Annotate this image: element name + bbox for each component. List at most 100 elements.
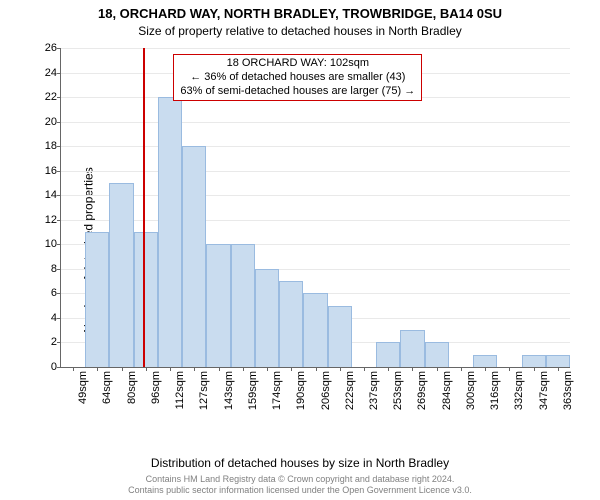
x-tick-label: 96sqm [150,371,162,404]
x-tick-mark [461,367,462,371]
y-tick-label: 0 [51,361,57,373]
x-tick-label: 174sqm [271,371,283,410]
histogram-bar [134,232,158,367]
x-tick-mark [97,367,98,371]
x-tick-label: 64sqm [101,371,113,404]
y-tick-label: 20 [45,116,57,128]
x-tick-mark [291,367,292,371]
annotation-line2: ← 36% of detached houses are smaller (43… [180,71,415,85]
x-tick-label: 143sqm [223,371,235,410]
annotation-box: 18 ORCHARD WAY: 102sqm← 36% of detached … [173,54,422,101]
copyright-line1: Contains HM Land Registry data © Crown c… [0,474,600,485]
y-tick-mark [57,367,61,368]
y-tick-mark [57,171,61,172]
y-tick-label: 4 [51,312,57,324]
y-tick-mark [57,220,61,221]
y-tick-label: 6 [51,287,57,299]
x-tick-label: 363sqm [562,371,574,410]
histogram-bar [182,146,206,367]
y-tick-label: 24 [45,67,57,79]
x-tick-mark [388,367,389,371]
y-tick-mark [57,318,61,319]
x-tick-label: 112sqm [174,371,186,409]
x-tick-mark [219,367,220,371]
gridline [61,48,570,49]
y-tick-label: 12 [45,214,57,226]
x-tick-mark [437,367,438,371]
x-tick-label: 316sqm [489,371,501,410]
gridline [61,146,570,147]
x-tick-label: 347sqm [538,371,550,410]
histogram-bar [109,183,133,367]
histogram-bar [158,97,182,367]
x-tick-label: 269sqm [416,371,428,410]
y-tick-mark [57,195,61,196]
x-tick-mark [122,367,123,371]
x-tick-label: 49sqm [77,371,89,404]
gridline [61,220,570,221]
y-tick-label: 22 [45,91,57,103]
copyright-notice: Contains HM Land Registry data © Crown c… [0,474,600,496]
histogram-bar [303,293,327,367]
annotation-line3: 63% of semi-detached houses are larger (… [180,85,415,99]
y-tick-label: 26 [45,42,57,54]
histogram-bar [206,244,230,367]
x-tick-mark [509,367,510,371]
y-tick-label: 18 [45,140,57,152]
x-tick-label: 284sqm [441,371,453,410]
x-tick-mark [534,367,535,371]
histogram-bar [328,306,352,367]
x-tick-mark [170,367,171,371]
chart-container: 18, ORCHARD WAY, NORTH BRADLEY, TROWBRID… [0,0,600,500]
x-tick-label: 332sqm [513,371,525,410]
y-tick-label: 16 [45,165,57,177]
x-tick-mark [243,367,244,371]
x-tick-mark [340,367,341,371]
y-tick-mark [57,293,61,294]
gridline [61,171,570,172]
gridline [61,122,570,123]
annotation-line1: 18 ORCHARD WAY: 102sqm [180,57,415,71]
gridline [61,195,570,196]
y-tick-mark [57,244,61,245]
histogram-bar [85,232,109,367]
x-tick-mark [194,367,195,371]
x-tick-mark [485,367,486,371]
histogram-bar [522,355,546,367]
histogram-bar [546,355,570,367]
x-tick-label: 237sqm [368,371,380,410]
x-tick-label: 190sqm [295,371,307,410]
x-tick-label: 206sqm [320,371,332,410]
property-marker-line [143,48,145,367]
x-tick-label: 127sqm [198,371,210,410]
x-tick-label: 159sqm [247,371,259,410]
x-tick-mark [364,367,365,371]
y-tick-mark [57,73,61,74]
chart-title-line1: 18, ORCHARD WAY, NORTH BRADLEY, TROWBRID… [0,6,600,21]
y-tick-mark [57,122,61,123]
y-tick-label: 14 [45,189,57,201]
copyright-line2: Contains public sector information licen… [0,485,600,496]
chart-title-line2: Size of property relative to detached ho… [0,24,600,38]
x-tick-label: 80sqm [126,371,138,404]
x-tick-mark [316,367,317,371]
histogram-bar [255,269,279,367]
histogram-bar [473,355,497,367]
y-tick-label: 2 [51,336,57,348]
histogram-bar [425,342,449,367]
x-tick-mark [267,367,268,371]
y-tick-mark [57,146,61,147]
x-tick-mark [558,367,559,371]
y-tick-mark [57,342,61,343]
x-tick-mark [73,367,74,371]
histogram-bar [400,330,424,367]
x-tick-mark [146,367,147,371]
y-tick-mark [57,97,61,98]
x-tick-label: 222sqm [344,371,356,410]
y-tick-label: 10 [45,238,57,250]
y-tick-label: 8 [51,263,57,275]
histogram-bar [376,342,400,367]
x-tick-label: 253sqm [392,371,404,410]
plot-area: 0246810121416182022242649sqm64sqm80sqm96… [60,48,570,368]
y-tick-mark [57,269,61,270]
